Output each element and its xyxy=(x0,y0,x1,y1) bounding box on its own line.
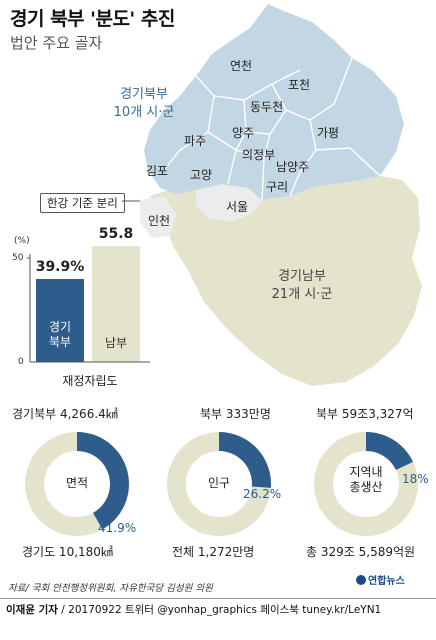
district-boundaries xyxy=(163,57,381,201)
bar-1 xyxy=(92,245,140,362)
donut-area-pct: 41.9% xyxy=(98,521,137,535)
donut-grp-top-label: 북부 59조3,327억 xyxy=(316,407,414,421)
city-namyangju: 남양주 xyxy=(276,160,310,174)
credit-line: 이재윤 기자 / 20170922 트위터 @yonhap_graphics 페… xyxy=(6,602,381,617)
yonhap-logo-icon xyxy=(356,575,366,585)
city-yeoncheon: 연천 xyxy=(230,59,253,73)
donut-slice-2 xyxy=(366,432,414,470)
incheon-region xyxy=(140,196,176,238)
donut-area-bottom-label: 경기도 10,180㎢ xyxy=(22,545,113,559)
bar-label-north: 경기 북부 xyxy=(34,320,86,350)
page-title: 경기 북부 '분도' 추진 xyxy=(10,8,175,30)
donut-pop-top-label: 북부 333만명 xyxy=(200,407,271,421)
credit-author: 이재윤 기자 xyxy=(6,604,58,616)
page-subtitle: 법안 주요 골자 xyxy=(10,34,103,52)
bar-value-north: 39.9% xyxy=(35,259,85,275)
donut-area-top-label: 경기북부 4,266.4㎢ xyxy=(12,407,118,421)
north-region-label: 경기북부 10개 시·군 xyxy=(96,86,192,122)
donut-grp-center: 지역내 총생산 xyxy=(331,465,401,495)
city-uijeongbu: 의정부 xyxy=(242,148,276,162)
bar-axis-title: 재정자립도 xyxy=(62,374,118,388)
city-pocheon: 포천 xyxy=(288,78,311,92)
donut-area-center: 면적 xyxy=(65,476,89,490)
yonhap-logo-text: 연합뉴스 xyxy=(368,576,405,587)
bar-0 xyxy=(36,279,84,362)
y-tick-0: 0 xyxy=(18,357,24,367)
fiscal-bar-chart xyxy=(27,245,150,363)
gyeonggi-map xyxy=(140,4,422,386)
south-region xyxy=(150,176,422,386)
south-region-label: 경기남부 21개 시·군 xyxy=(252,268,352,304)
footer-divider xyxy=(0,598,436,599)
north-label-line2: 10개 시·군 xyxy=(113,105,175,120)
donut-pop-center: 인구 xyxy=(207,476,231,490)
han-river-callout: 한강 기준 분리 xyxy=(40,193,125,213)
city-yangju: 양주 xyxy=(232,126,255,140)
city-goyang: 고양 xyxy=(190,168,213,182)
city-guri: 구리 xyxy=(266,180,289,194)
city-gimpo: 김포 xyxy=(146,164,169,178)
bar-unit-label: (%) xyxy=(14,236,30,246)
city-dongducheon: 동두천 xyxy=(250,100,284,114)
city-paju: 파주 xyxy=(184,134,207,148)
donut-grp-bottom-label: 총 329조 5,589억원 xyxy=(306,545,416,559)
bar-label-north-line2: 북부 xyxy=(48,335,72,349)
y-tick-50: 50 xyxy=(12,253,24,263)
donut-charts xyxy=(25,432,418,536)
bar-label-north-line1: 경기 xyxy=(48,320,72,334)
callout-pointer xyxy=(122,200,140,202)
city-seoul: 서울 xyxy=(226,200,249,214)
donut-slice-1 xyxy=(219,432,271,488)
south-label-line1: 경기남부 xyxy=(278,269,326,284)
donut-grp-center-line2: 총생산 xyxy=(349,480,383,494)
donut-pop-pct: 26.2% xyxy=(243,487,282,501)
bar-label-south: 남부 xyxy=(104,336,128,350)
north-region xyxy=(144,4,404,200)
source-note: 자료/ 국회 안전행정위원회, 자유한국당 김성원 의원 xyxy=(8,583,213,594)
north-label-line1: 경기북부 xyxy=(120,87,168,102)
south-label-line2: 21개 시·군 xyxy=(271,287,333,302)
yonhap-logo: 연합뉴스 xyxy=(356,572,405,587)
bar-value-south: 55.8 xyxy=(98,225,134,242)
credit-details: / 20170922 트위터 @yonhap_graphics 페이스북 tun… xyxy=(57,604,382,616)
donut-grp-center-line1: 지역내 xyxy=(349,465,383,479)
donut-pop-bottom-label: 전체 1,272만명 xyxy=(172,545,255,559)
city-incheon: 인천 xyxy=(148,214,171,228)
donut-grp-pct: 18% xyxy=(402,472,429,486)
donut-slice-0 xyxy=(77,432,130,530)
city-gapyeong: 가평 xyxy=(317,126,340,140)
seoul-region xyxy=(196,184,262,222)
